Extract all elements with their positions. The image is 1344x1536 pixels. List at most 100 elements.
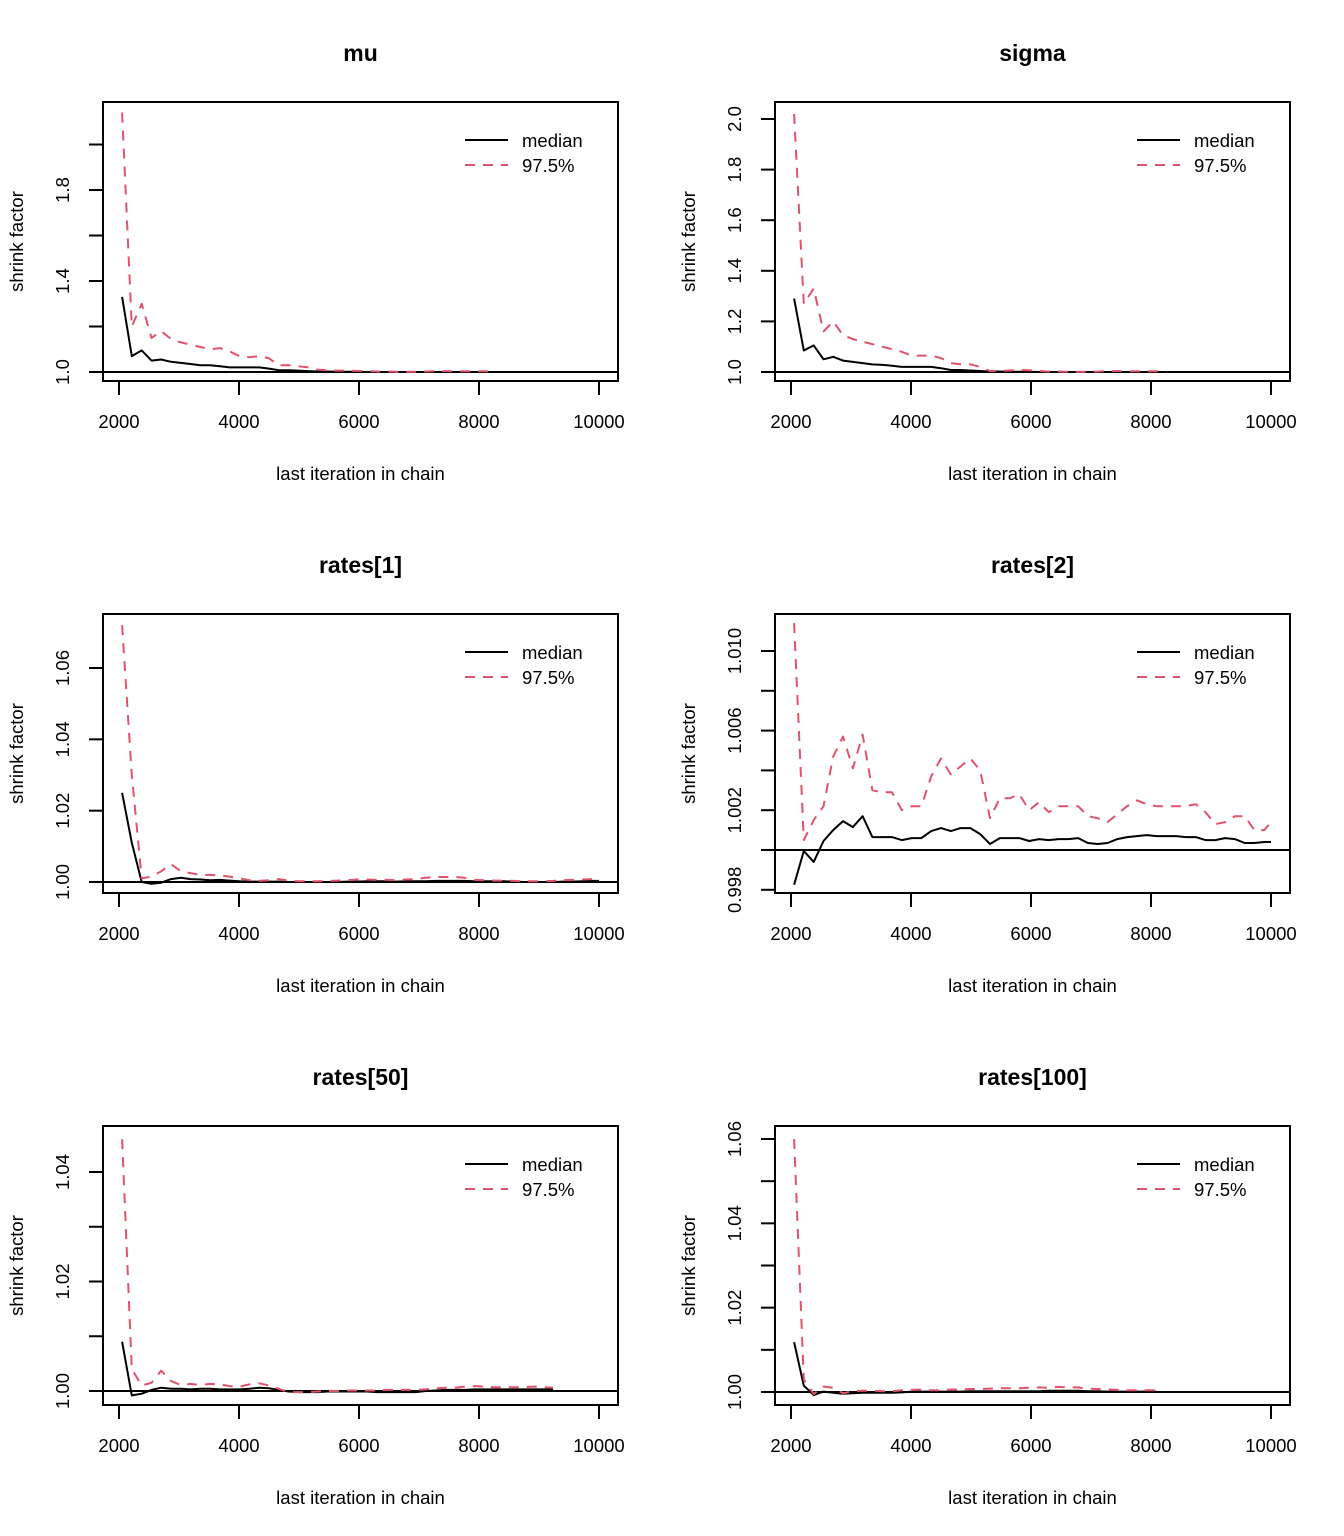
y-tick-label: 1.02 <box>52 793 73 829</box>
x-tick-label: 10000 <box>1245 411 1296 432</box>
chart-panel-sigma: sigma 2000 4000 6000 8000 10000 last iteration… <box>678 40 1297 484</box>
y-tick-label: 1.002 <box>724 787 745 833</box>
legend-entry: 97.5% <box>1194 155 1246 176</box>
median-line <box>121 296 495 373</box>
median-line <box>793 298 1167 373</box>
chart-title: rates[50] <box>313 1064 409 1090</box>
plot-area-border <box>102 1125 619 1406</box>
quantile-975-line <box>793 113 1167 373</box>
y-tick-label: 1.06 <box>52 650 73 686</box>
chart-panel-rates50: rates[50] 2000 4000 6000 8000 10000 last itera… <box>6 1064 625 1508</box>
y-axis-label: shrink factor <box>6 1215 27 1316</box>
y-tick-label: 2.0 <box>724 106 745 132</box>
legend-entry: 97.5% <box>522 155 574 176</box>
x-tick-label: 2000 <box>770 411 811 432</box>
x-tick-label: 2000 <box>98 411 139 432</box>
x-tick-label: 6000 <box>338 411 379 432</box>
chart-title: rates[2] <box>991 552 1074 578</box>
quantile-975-line <box>793 623 1272 842</box>
y-tick-label: 1.0 <box>724 359 745 385</box>
y-tick-label: 1.2 <box>724 309 745 335</box>
quantile-975-line <box>121 112 495 373</box>
x-tick-label: 4000 <box>890 411 931 432</box>
chart-panel-rates100: rates[100] 2000 4000 6000 8000 10000 last iter… <box>678 1064 1297 1508</box>
x-tick-label: 10000 <box>573 923 624 944</box>
x-tick-label: 6000 <box>1010 411 1051 432</box>
x-tick-label: 6000 <box>338 923 379 944</box>
legend-entry: 97.5% <box>522 1179 574 1200</box>
x-tick-label: 8000 <box>1130 923 1171 944</box>
plot-area-border <box>102 613 619 894</box>
x-tick-label: 4000 <box>218 923 259 944</box>
x-tick-label: 2000 <box>98 923 139 944</box>
x-axis-label: last iteration in chain <box>948 1487 1117 1508</box>
x-tick-label: 2000 <box>770 1435 811 1456</box>
x-tick-label: 6000 <box>1010 923 1051 944</box>
x-axis-label: last iteration in chain <box>948 975 1117 996</box>
legend-entry: 97.5% <box>1194 1179 1246 1200</box>
legend-entry: median <box>522 130 583 151</box>
y-axis-label: shrink factor <box>6 703 27 804</box>
x-tick-label: 10000 <box>573 411 624 432</box>
x-tick-label: 10000 <box>1245 1435 1296 1456</box>
chart-panel-rates1: rates[1] 2000 4000 6000 8000 10000 last iterat… <box>6 552 625 996</box>
plot-area-border <box>102 101 619 382</box>
legend-entry: median <box>522 642 583 663</box>
y-tick-label: 1.04 <box>52 1154 73 1190</box>
quantile-975-line <box>121 625 600 883</box>
x-tick-label: 10000 <box>573 1435 624 1456</box>
y-tick-label: 1.006 <box>724 707 745 753</box>
y-tick-label: 1.02 <box>52 1263 73 1299</box>
x-tick-label: 6000 <box>1010 1435 1051 1456</box>
y-tick-label: 1.8 <box>52 177 73 203</box>
chart-panel-mu: mu 2000 4000 6000 8000 10000 last iteration in… <box>6 40 625 484</box>
median-line <box>793 815 1271 886</box>
x-tick-label: 8000 <box>458 923 499 944</box>
x-tick-label: 2000 <box>770 923 811 944</box>
x-axis-label: last iteration in chain <box>948 463 1117 484</box>
x-tick-label: 8000 <box>458 411 499 432</box>
y-tick-label: 1.06 <box>724 1121 745 1157</box>
x-tick-label: 8000 <box>1130 411 1171 432</box>
x-axis-label: last iteration in chain <box>276 1487 445 1508</box>
chart-title: rates[100] <box>978 1064 1087 1090</box>
y-tick-label: 1.010 <box>724 628 745 674</box>
x-tick-label: 4000 <box>218 1435 259 1456</box>
chart-title: mu <box>343 40 378 66</box>
x-tick-label: 8000 <box>458 1435 499 1456</box>
median-line <box>793 1341 1157 1396</box>
legend-entry: 97.5% <box>522 667 574 688</box>
y-tick-label: 1.8 <box>724 157 745 183</box>
y-tick-label: 1.0 <box>52 359 73 385</box>
legend-entry: median <box>1194 1154 1255 1175</box>
plot-area-border <box>774 613 1291 894</box>
y-tick-label: 1.00 <box>52 864 73 900</box>
x-tick-label: 4000 <box>890 923 931 944</box>
median-line <box>121 1341 554 1397</box>
y-tick-label: 1.00 <box>52 1373 73 1409</box>
legend-entry: median <box>522 1154 583 1175</box>
chart-title: sigma <box>999 40 1066 66</box>
plot-area-border <box>774 101 1291 382</box>
legend-entry: 97.5% <box>1194 667 1246 688</box>
y-tick-label: 1.04 <box>52 721 73 757</box>
x-axis-label: last iteration in chain <box>276 975 445 996</box>
x-tick-label: 10000 <box>1245 923 1296 944</box>
legend-entry: median <box>1194 642 1255 663</box>
y-tick-label: 0.998 <box>724 867 745 913</box>
y-tick-label: 1.4 <box>724 258 745 284</box>
legend-entry: median <box>1194 130 1255 151</box>
x-tick-label: 4000 <box>218 411 259 432</box>
x-tick-label: 6000 <box>338 1435 379 1456</box>
y-tick-label: 1.6 <box>724 207 745 233</box>
y-axis-label: shrink factor <box>678 1215 699 1316</box>
y-tick-label: 1.00 <box>724 1374 745 1410</box>
x-tick-label: 2000 <box>98 1435 139 1456</box>
x-tick-label: 4000 <box>890 1435 931 1456</box>
y-tick-label: 1.02 <box>724 1290 745 1326</box>
chart-panel-rates2: rates[2] 2000 4000 6000 8000 10000 last iterat… <box>678 552 1297 996</box>
y-axis-label: shrink factor <box>6 191 27 292</box>
chart-title: rates[1] <box>319 552 402 578</box>
y-tick-label: 1.04 <box>724 1205 745 1241</box>
